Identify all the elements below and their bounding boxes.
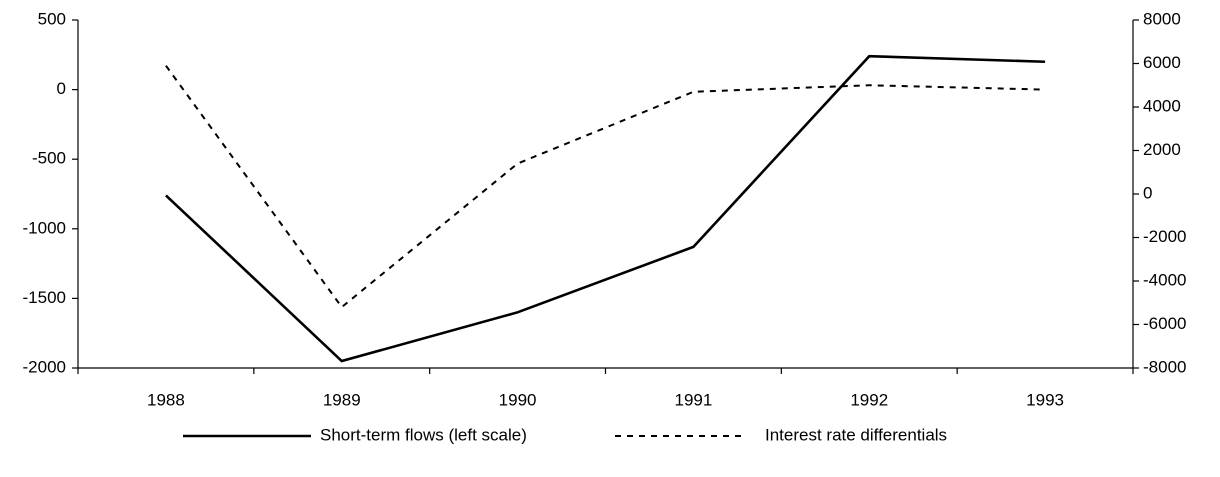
x-tick-label: 1988	[147, 390, 185, 409]
x-tick-label: 1993	[1026, 390, 1064, 409]
y-tick-label: 500	[38, 9, 66, 28]
series-line	[165, 54, 1046, 363]
y-tick-label: -1500	[23, 288, 66, 307]
y2-tick-label: -2000	[1143, 227, 1186, 246]
y-tick-label: -1000	[23, 218, 66, 237]
y-tick-label: -500	[32, 149, 66, 168]
series-line	[165, 65, 1046, 309]
x-tick-label: 1991	[675, 390, 713, 409]
y2-tick-label: -6000	[1143, 314, 1186, 333]
legend-label: Interest rate differentials	[765, 425, 947, 444]
x-tick-label: 1992	[850, 390, 888, 409]
x-tick-label: 1990	[499, 390, 537, 409]
y2-tick-label: 2000	[1143, 140, 1181, 159]
y-tick-label: -2000	[23, 357, 66, 376]
y2-tick-label: 0	[1143, 183, 1152, 202]
legend-label: Short-term flows (left scale)	[320, 425, 527, 444]
y-tick-label: 0	[57, 79, 66, 98]
y2-tick-label: 4000	[1143, 96, 1181, 115]
y2-tick-label: 8000	[1143, 9, 1181, 28]
y2-tick-label: -8000	[1143, 357, 1186, 376]
x-tick-label: 1989	[323, 390, 361, 409]
y2-tick-label: 6000	[1143, 53, 1181, 72]
y2-tick-label: -4000	[1143, 270, 1186, 289]
